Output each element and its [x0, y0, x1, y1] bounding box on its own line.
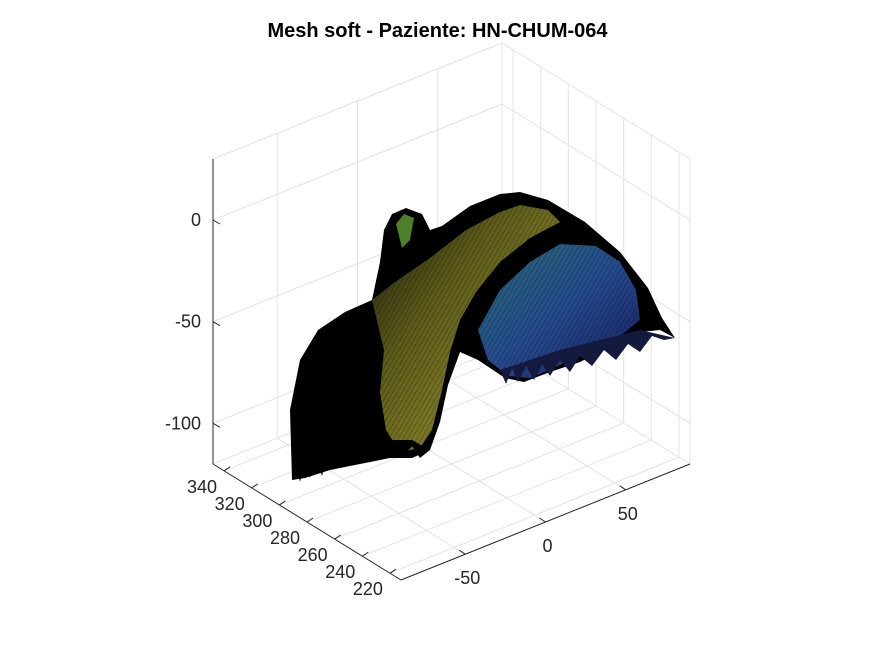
chart-title: Mesh soft - Paziente: HN-CHUM-064: [267, 20, 608, 42]
z-tick-label: 0: [191, 210, 201, 230]
x-tick-mark: [539, 517, 546, 523]
y-tick-mark: [389, 568, 397, 574]
z-tick-label: -50: [175, 312, 201, 332]
axis-lines: [212, 159, 691, 581]
mesh-surface: [290, 192, 675, 482]
grid-line-y-floor: [306, 405, 597, 523]
surface-fringe-left: [292, 440, 430, 482]
x-tick-mark: [619, 485, 627, 491]
y-tick-mark: [223, 466, 231, 472]
z-tick-mark: [212, 219, 221, 225]
z-tick-mark: [212, 422, 221, 428]
y-tick-mark: [334, 534, 341, 540]
grid-line-y-floor: [389, 456, 680, 574]
x-tick-label: 50: [618, 504, 638, 524]
grid-line-y-floor: [362, 439, 652, 557]
grid-line-z: [212, 103, 503, 221]
z-tick-mark: [212, 321, 221, 327]
surface-mesh-lines: [372, 205, 640, 452]
grid-line-y-floor: [334, 422, 624, 540]
surface-peak-highlight: [396, 214, 414, 248]
y-tick-label: 220: [353, 579, 383, 599]
y-tick-label: 260: [298, 545, 328, 565]
y-tick-mark: [251, 483, 258, 489]
x-tick-label: 0: [542, 536, 552, 556]
y-tick-mark: [306, 517, 314, 523]
y-tick-mark: [362, 551, 369, 557]
z-tick-label: -100: [165, 413, 201, 433]
grid-line-z: [501, 103, 691, 221]
y-tick-label: 340: [187, 477, 217, 497]
x-tick-mark: [458, 549, 466, 555]
surface-fringe-right: [500, 330, 675, 384]
y-tick-label: 300: [242, 511, 272, 531]
x-tick-label: -50: [454, 568, 480, 588]
y-tick-label: 280: [270, 528, 300, 548]
y-tick-label: 240: [325, 562, 355, 582]
y-tick-label: 320: [215, 494, 245, 514]
y-tick-mark: [279, 500, 286, 506]
